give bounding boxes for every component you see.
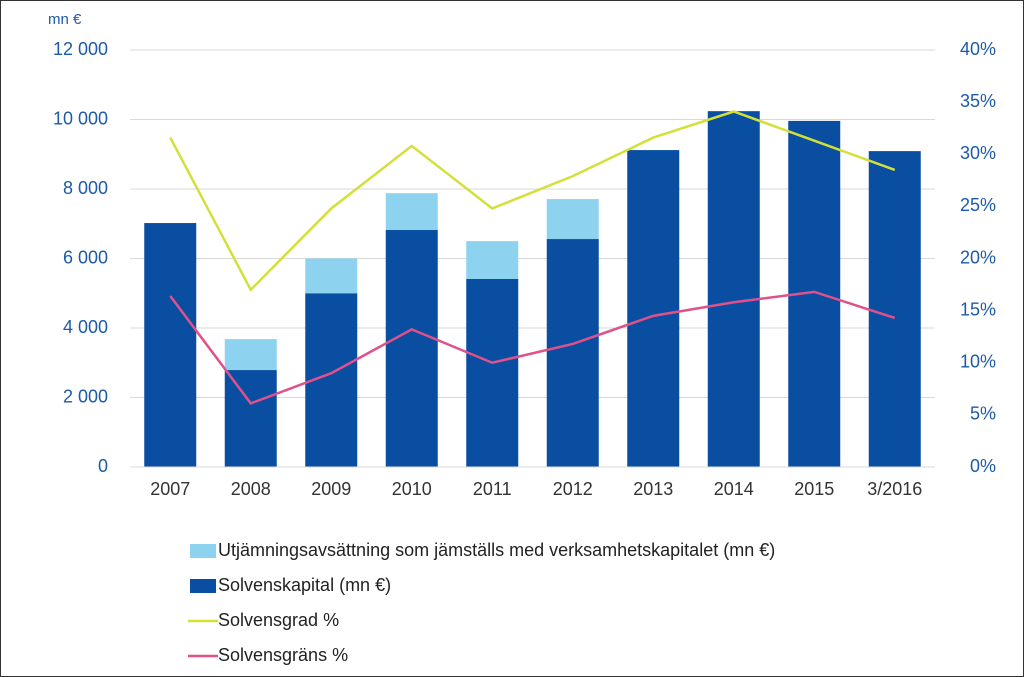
x-tick-label: 3/2016 (867, 479, 922, 499)
bar (627, 150, 680, 467)
y2-tick-label: 25% (960, 195, 996, 215)
y-tick-label: 10 000 (53, 108, 108, 128)
legend-label: Solvensgräns % (218, 645, 348, 665)
x-tick-label: 2009 (311, 479, 351, 499)
y-tick-label: 2 000 (63, 386, 108, 406)
x-tick-label: 2011 (473, 479, 512, 499)
bar (546, 199, 599, 240)
legend-label: Solvensgrad % (218, 610, 339, 630)
bar (224, 370, 277, 467)
legend-swatch (190, 544, 216, 558)
bar (466, 241, 519, 280)
y2-tick-label: 20% (960, 247, 996, 267)
y2-tick-label: 0% (970, 456, 996, 476)
y-tick-label: 4 000 (63, 317, 108, 337)
bar (868, 151, 921, 467)
bar (144, 223, 197, 467)
y2-tick-label: 30% (960, 143, 996, 163)
x-tick-label: 2007 (150, 479, 190, 499)
y2-tick-label: 15% (960, 299, 996, 319)
bar (224, 339, 277, 371)
bar (546, 239, 599, 467)
x-tick-label: 2014 (714, 479, 754, 499)
y-tick-label: 8 000 (63, 178, 108, 198)
y2-tick-label: 40% (960, 39, 996, 59)
x-tick-label: 2012 (553, 479, 593, 499)
y-tick-label: 6 000 (63, 247, 108, 267)
legend-label: Utjämningsavsättning som jämställs med v… (218, 540, 775, 560)
bar (385, 230, 438, 467)
y2-tick-label: 10% (960, 352, 996, 372)
bar (707, 111, 760, 467)
x-tick-label: 2015 (794, 479, 834, 499)
legend-label: Solvenskapital (mn €) (218, 575, 391, 595)
line (169, 290, 896, 405)
legend-swatch (190, 579, 216, 593)
y-tick-label: 12 000 (53, 39, 108, 59)
y-axis-label: mn € (48, 11, 82, 28)
y2-tick-label: 5% (970, 404, 996, 424)
x-tick-label: 2008 (231, 479, 271, 499)
x-tick-label: 2013 (633, 479, 673, 499)
bar (385, 193, 438, 231)
bar (466, 279, 519, 467)
y2-tick-label: 35% (960, 91, 996, 111)
y-tick-label: 0 (98, 456, 108, 476)
line (169, 110, 896, 292)
bar (305, 258, 358, 294)
x-tick-label: 2010 (392, 479, 432, 499)
